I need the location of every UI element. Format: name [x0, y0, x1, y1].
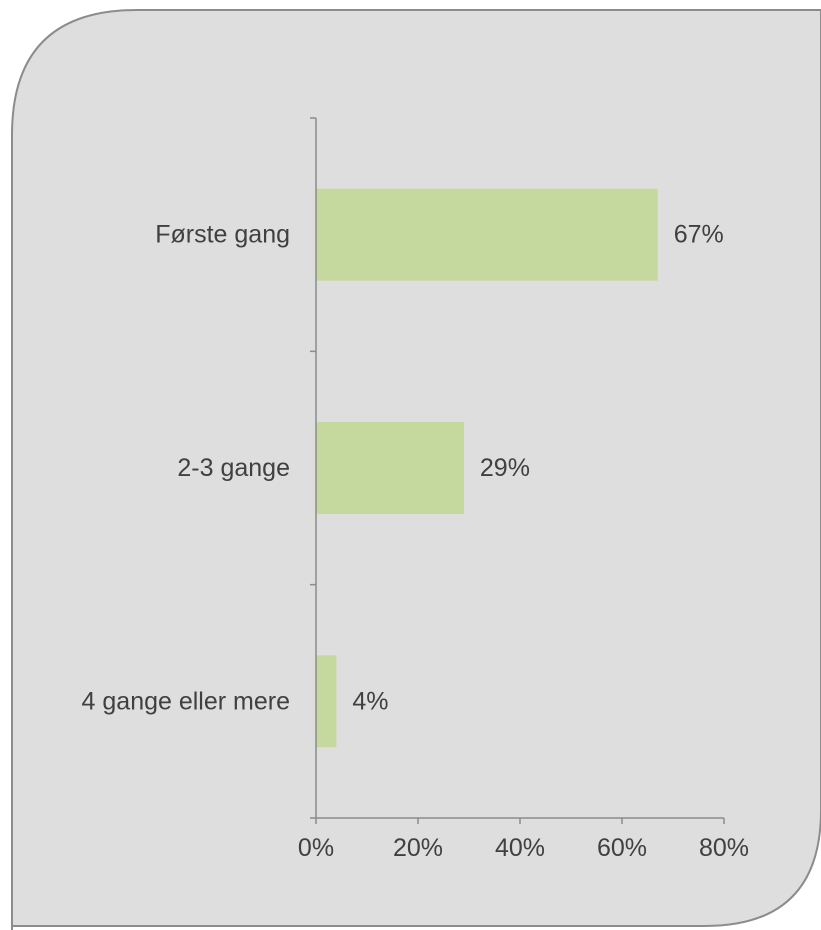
- x-tick-label: 0%: [298, 834, 334, 862]
- bar-1: [316, 422, 464, 514]
- x-tick-label: 80%: [699, 834, 749, 862]
- category-label: Første gang: [155, 221, 290, 249]
- bar-2: [316, 655, 337, 748]
- category-label: 4 gange eller mere: [82, 687, 290, 715]
- bar-0: [316, 188, 658, 281]
- data-label: 4%: [352, 687, 388, 715]
- x-tick-label: 20%: [393, 834, 443, 862]
- data-label: 29%: [480, 454, 530, 482]
- data-label: 67%: [674, 221, 724, 249]
- x-tick-label: 40%: [495, 834, 545, 862]
- x-tick-label: 60%: [597, 834, 647, 862]
- category-label: 2-3 gange: [177, 454, 290, 482]
